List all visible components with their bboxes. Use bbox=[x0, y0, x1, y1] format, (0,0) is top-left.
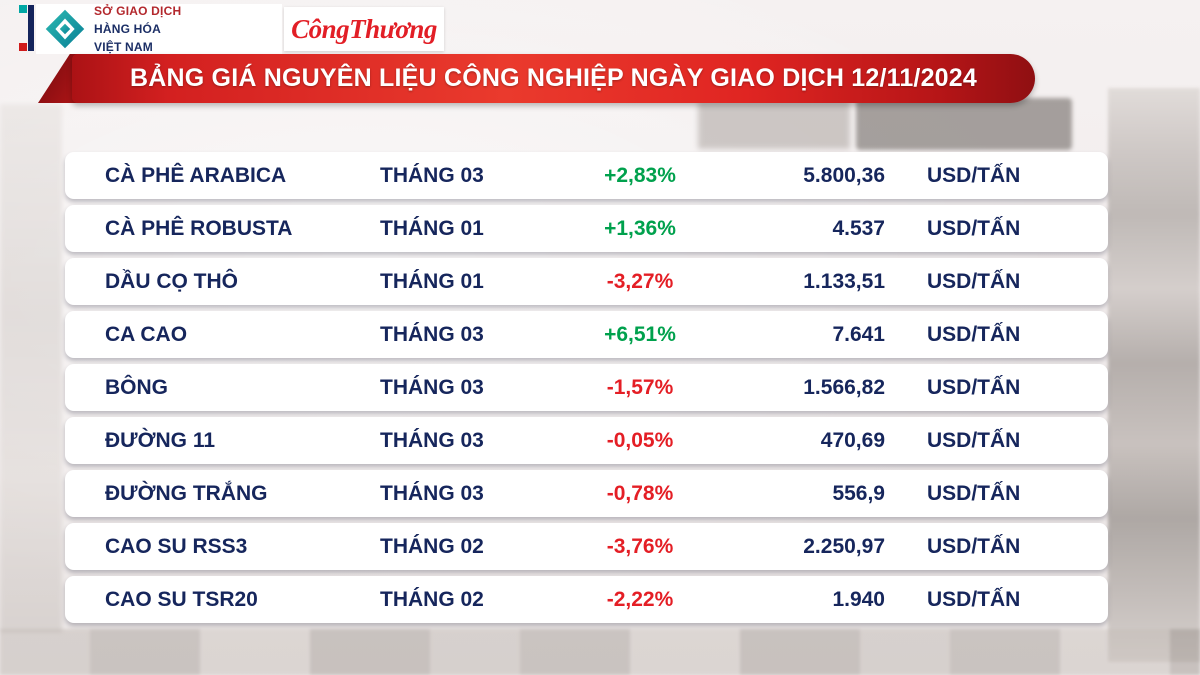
contract-month: THÁNG 03 bbox=[380, 481, 484, 505]
change-value: +1,36% bbox=[604, 216, 676, 240]
table-row: CÀ PHÊ ROBUSTA THÁNG 01 +1,36% 4.537 USD… bbox=[65, 205, 1108, 252]
background-photo-strip-left bbox=[0, 104, 62, 632]
table-row: BÔNG THÁNG 03 -1,57% 1.566,82 USD/TẤN bbox=[65, 364, 1108, 411]
change-value: -1,57% bbox=[606, 375, 674, 399]
table-row: CÀ PHÊ ARABICA THÁNG 03 +2,83% 5.800,36 … bbox=[65, 152, 1108, 199]
unit-label: USD/TẤN bbox=[927, 269, 1021, 293]
table-row: CA CAO THÁNG 03 +6,51% 7.641 USD/TẤN bbox=[65, 311, 1108, 358]
price-value: 1.133,51 bbox=[803, 269, 885, 293]
price-value: 2.250,97 bbox=[803, 534, 885, 558]
accent-square-red bbox=[19, 43, 27, 51]
unit-label: USD/TẤN bbox=[927, 428, 1021, 452]
mxv-logo: SỞ GIAO DỊCH HÀNG HÓA VIỆT NAM bbox=[36, 4, 282, 54]
unit-label: USD/TẤN bbox=[927, 163, 1021, 187]
price-value: 556,9 bbox=[832, 481, 885, 505]
change-value: -3,76% bbox=[606, 534, 674, 558]
change-value: -0,78% bbox=[606, 481, 674, 505]
commodity-name: CAO SU RSS3 bbox=[105, 534, 248, 558]
banner: BẢNG GIÁ NGUYÊN LIỆU CÔNG NGHIỆP NGÀY GI… bbox=[72, 54, 1035, 103]
commodity-name: CAO SU TSR20 bbox=[105, 587, 258, 611]
unit-label: USD/TẤN bbox=[927, 375, 1021, 399]
background-photo-blob bbox=[856, 98, 1072, 150]
congthuong-logo: CôngThương bbox=[284, 7, 444, 51]
commodity-name: ĐƯỜNG 11 bbox=[105, 428, 216, 452]
commodity-name: CÀ PHÊ ROBUSTA bbox=[105, 216, 293, 240]
table-row: CAO SU RSS3 THÁNG 02 -3,76% 2.250,97 USD… bbox=[65, 523, 1108, 570]
change-value: -2,22% bbox=[606, 587, 674, 611]
commodity-name: ĐƯỜNG TRẮNG bbox=[105, 481, 268, 505]
background-photo-strip-bottom bbox=[0, 629, 1200, 675]
table-row: DẦU CỌ THÔ THÁNG 01 -3,27% 1.133,51 USD/… bbox=[65, 258, 1108, 305]
contract-month: THÁNG 03 bbox=[380, 163, 484, 187]
contract-month: THÁNG 01 bbox=[380, 269, 484, 293]
price-value: 1.566,82 bbox=[803, 375, 885, 399]
accent-bar bbox=[28, 5, 34, 51]
accent-square-teal bbox=[19, 5, 27, 13]
mxv-logo-line1: SỞ GIAO DỊCH bbox=[94, 4, 182, 19]
contract-month: THÁNG 02 bbox=[380, 534, 484, 558]
mxv-logo-line2: HÀNG HÓA bbox=[94, 22, 161, 37]
contract-month: THÁNG 01 bbox=[380, 216, 484, 240]
contract-month: THÁNG 02 bbox=[380, 587, 484, 611]
price-value: 7.641 bbox=[832, 322, 885, 346]
contract-month: THÁNG 03 bbox=[380, 428, 484, 452]
price-value: 1.940 bbox=[832, 587, 885, 611]
commodity-name: DẦU CỌ THÔ bbox=[105, 269, 238, 293]
background-photo-strip-right bbox=[1108, 88, 1200, 662]
commodity-name: BÔNG bbox=[105, 375, 168, 399]
price-value: 4.537 bbox=[832, 216, 885, 240]
mxv-diamond-icon bbox=[44, 8, 86, 50]
price-table: CÀ PHÊ ARABICA THÁNG 03 +2,83% 5.800,36 … bbox=[65, 152, 1108, 629]
table-row: CAO SU TSR20 THÁNG 02 -2,22% 1.940 USD/T… bbox=[65, 576, 1108, 623]
unit-label: USD/TẤN bbox=[927, 216, 1021, 240]
unit-label: USD/TẤN bbox=[927, 534, 1021, 558]
table-row: ĐƯỜNG TRẮNG THÁNG 03 -0,78% 556,9 USD/TẤ… bbox=[65, 470, 1108, 517]
unit-label: USD/TẤN bbox=[927, 587, 1021, 611]
unit-label: USD/TẤN bbox=[927, 322, 1021, 346]
mxv-logo-text: SỞ GIAO DỊCH HÀNG HÓA VIỆT NAM bbox=[94, 2, 181, 56]
congthuong-logo-text: CôngThương bbox=[291, 13, 437, 44]
table-row: ĐƯỜNG 11 THÁNG 03 -0,05% 470,69 USD/TẤN bbox=[65, 417, 1108, 464]
change-value: -3,27% bbox=[606, 269, 674, 293]
banner-title: BẢNG GIÁ NGUYÊN LIỆU CÔNG NGHIỆP NGÀY GI… bbox=[130, 64, 977, 92]
change-value: -0,05% bbox=[606, 428, 674, 452]
price-value: 5.800,36 bbox=[803, 163, 885, 187]
change-value: +2,83% bbox=[604, 163, 676, 187]
commodity-name: CA CAO bbox=[105, 322, 188, 346]
contract-month: THÁNG 03 bbox=[380, 322, 484, 346]
commodity-name: CÀ PHÊ ARABICA bbox=[105, 163, 287, 187]
change-value: +6,51% bbox=[604, 322, 676, 346]
mxv-logo-line3: VIỆT NAM bbox=[94, 39, 153, 54]
contract-month: THÁNG 03 bbox=[380, 375, 484, 399]
unit-label: USD/TẤN bbox=[927, 481, 1021, 505]
price-value: 470,69 bbox=[820, 428, 885, 452]
background-photo-blob bbox=[698, 101, 850, 149]
